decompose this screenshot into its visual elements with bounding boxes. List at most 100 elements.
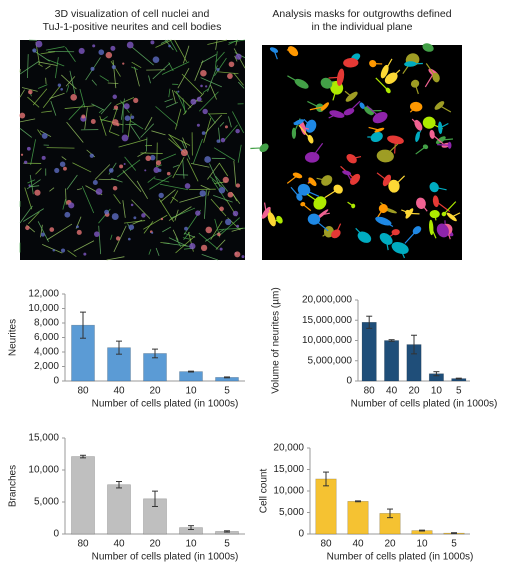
mask-branch [298, 124, 312, 140]
neurite [19, 128, 33, 138]
neurite [233, 72, 244, 86]
mask-branch [302, 203, 312, 212]
neurite [172, 89, 176, 103]
mask-branch [434, 213, 437, 221]
neurite [192, 138, 203, 164]
mask-blob [422, 43, 434, 52]
neurite [200, 54, 217, 64]
neurite [186, 158, 199, 182]
mask-branch [384, 58, 393, 72]
nucleus [145, 155, 151, 162]
neurite [23, 208, 44, 222]
nucleus [160, 217, 164, 221]
neurite [143, 214, 168, 230]
neurite [66, 121, 84, 143]
neurite [194, 60, 204, 81]
nucleus [189, 243, 196, 250]
neurite [131, 66, 138, 71]
neurite [42, 85, 61, 108]
neurite [203, 117, 212, 143]
neurite [215, 51, 225, 63]
neurite [207, 65, 218, 92]
neurite [28, 211, 40, 225]
x-axis-label: Number of cells plated (in 1000s) [351, 399, 498, 410]
nucleus [52, 248, 56, 252]
neurite [228, 116, 232, 128]
neurite [151, 130, 166, 136]
mask-branch [427, 46, 431, 49]
neurite [50, 100, 57, 116]
neurite [122, 105, 124, 133]
nucleus [25, 225, 30, 231]
nucleus [19, 112, 26, 119]
x-tick-label: 20 [149, 386, 161, 397]
mask-branch [443, 201, 457, 215]
mask-branch [375, 77, 389, 91]
neurite [98, 225, 102, 255]
mask-branch [404, 229, 418, 244]
mask-branch [368, 126, 380, 131]
nucleus [92, 44, 96, 48]
nucleus [166, 171, 171, 176]
neurite [19, 60, 40, 75]
neurite [165, 102, 178, 108]
nucleus [60, 87, 63, 91]
x-tick-label: 40 [113, 386, 125, 397]
nucleus [112, 94, 117, 100]
mask-branch [309, 105, 325, 111]
mask-branch [355, 227, 365, 238]
nucleus [116, 123, 120, 127]
mask-blob [320, 102, 330, 111]
mask-branch [409, 106, 417, 113]
nucleus [68, 202, 75, 209]
neurite [19, 118, 36, 123]
neurite [45, 46, 65, 51]
nucleus [113, 105, 119, 110]
nucleus [63, 166, 67, 171]
nucleus [124, 115, 131, 121]
nucleus [121, 134, 129, 142]
neurite [108, 107, 118, 132]
mask-branch [316, 177, 327, 182]
neurite [136, 180, 149, 199]
nucleus [41, 133, 48, 139]
neurite [116, 97, 135, 106]
nucleus [158, 192, 164, 199]
x-tick-label: 80 [364, 386, 376, 397]
x-tick-label: 20 [149, 539, 161, 550]
mask-branch [347, 201, 354, 207]
nucleus [232, 210, 239, 217]
nucleus [112, 185, 118, 191]
bar [179, 371, 203, 382]
neurite [140, 123, 155, 138]
neurite [91, 103, 105, 111]
neurite [155, 106, 178, 126]
y-axis-label: Volume of neurites (µm) [271, 287, 282, 393]
mask-branch [346, 172, 352, 180]
neurite [143, 220, 154, 234]
x-tick-label: 40 [352, 539, 364, 550]
nucleus [151, 231, 154, 234]
mask-branch [306, 193, 321, 204]
neurite [209, 175, 224, 188]
neurite [100, 102, 112, 115]
neurite [65, 188, 67, 205]
neurite [172, 164, 180, 168]
neurite [200, 184, 211, 190]
neurite [131, 61, 142, 69]
neurite [148, 75, 151, 84]
nucleus [35, 40, 43, 48]
nucleus [202, 108, 208, 115]
nucleus [216, 68, 220, 72]
neurite [156, 164, 162, 168]
nucleus [219, 206, 224, 212]
y-tick-label: 0 [53, 376, 59, 387]
nucleus [111, 64, 116, 70]
nucleus [108, 168, 114, 173]
neurite [21, 87, 38, 92]
nucleus [90, 119, 96, 124]
nucleus [89, 153, 94, 158]
nucleus [235, 53, 242, 60]
nucleus [110, 45, 116, 51]
nucleus [200, 69, 207, 77]
